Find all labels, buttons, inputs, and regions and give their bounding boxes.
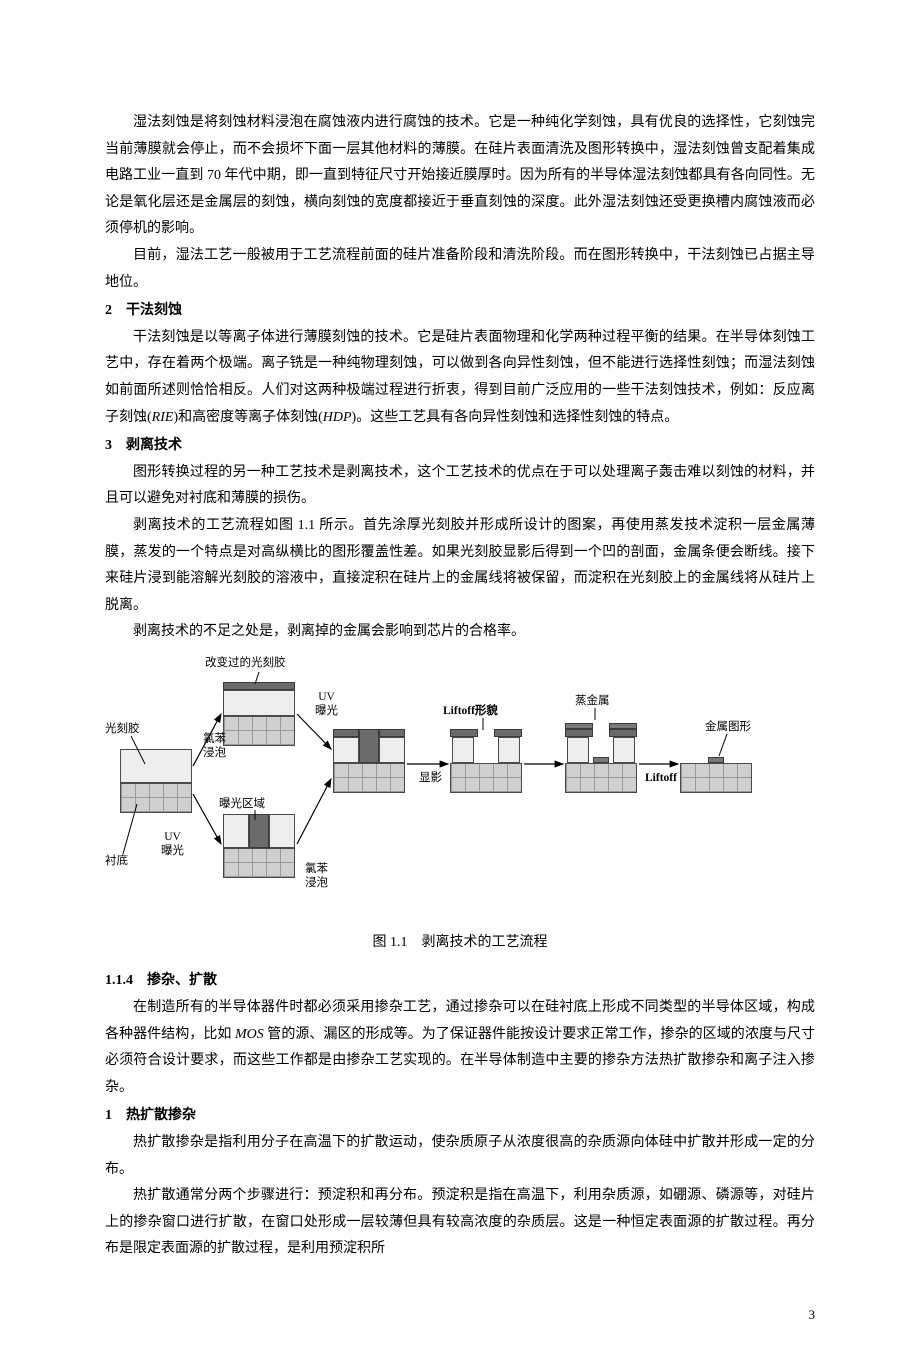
label-changed-resist: 改变过的光刻胶 [205,656,286,670]
abbr-hdp: HDP [323,410,352,425]
label-resist: 光刻胶 [105,722,140,736]
para-liftoff-1: 图形转换过程的另一种工艺技术是剥离技术，这个工艺技术的优点在于可以处理离子轰击难… [105,460,815,513]
page-number: 3 [105,1303,815,1328]
figure-caption: 图 1.1 剥离技术的工艺流程 [105,930,815,957]
label-chlorobenzene-2: 氯苯 浸泡 [305,862,328,891]
figure-liftoff-flow: 改变过的光刻胶 光刻胶 衬底 UV 曝光 氯苯 浸泡 曝光区域 氯苯 浸泡 UV… [105,654,815,924]
label-substrate: 衬底 [105,854,128,868]
para-liftoff-3: 剥离技术的不足之处是，剥离掉的金属会影响到芯片的合格率。 [105,619,815,646]
label-exposed-region: 曝光区域 [219,797,265,811]
label-evap-metal: 蒸金属 [575,694,610,708]
abbr-rie: RIE [152,410,174,425]
heading-liftoff: 3 剥离技术 [105,433,815,460]
text-fragment: )和高密度等离子体刻蚀( [173,410,322,425]
label-chlorobenzene-1: 氯苯 浸泡 [203,732,226,761]
para-liftoff-2: 剥离技术的工艺流程如图 1.1 所示。首先涂厚光刻胶并形成所设计的图案，再使用蒸… [105,513,815,619]
label-develop: 显影 [419,771,442,785]
heading-dry-etch: 2 干法刻蚀 [105,298,815,325]
para-wet-etch-1: 湿法刻蚀是将刻蚀材料浸泡在腐蚀液内进行腐蚀的技术。它是一种纯化学刻蚀，具有优良的… [105,110,815,243]
heading-doping: 1.1.4 掺杂、扩散 [105,968,815,995]
abbr-mos: MOS [235,1027,264,1042]
label-uv-expose-1: UV 曝光 [161,830,184,859]
heading-thermal-diffusion: 1 热扩散掺杂 [105,1103,815,1130]
text-fragment: )。这些工艺具有各向异性刻蚀和选择性刻蚀的特点。 [352,410,679,425]
label-uv-expose-2: UV 曝光 [315,690,338,719]
label-liftoff: Liftoff [645,771,677,785]
para-doping-1: 在制造所有的半导体器件时都必须采用掺杂工艺，通过掺杂可以在硅衬底上形成不同类型的… [105,995,815,1101]
label-metal-pattern: 金属图形 [705,720,751,734]
para-wet-etch-2: 目前，湿法工艺一般被用于工艺流程前面的硅片准备阶段和清洗阶段。而在图形转换中，干… [105,243,815,296]
label-liftoff-profile: Liftoff形貌 [443,704,498,718]
para-thermal-2: 热扩散通常分两个步骤进行：预淀积和再分布。预淀积是指在高温下，利用杂质源，如硼源… [105,1183,815,1263]
para-thermal-1: 热扩散掺杂是指利用分子在高温下的扩散运动，使杂质原子从浓度很高的杂质源向体硅中扩… [105,1130,815,1183]
para-dry-etch: 干法刻蚀是以等离子体进行薄膜刻蚀的技术。它是硅片表面物理和化学两种过程平衡的结果… [105,325,815,431]
